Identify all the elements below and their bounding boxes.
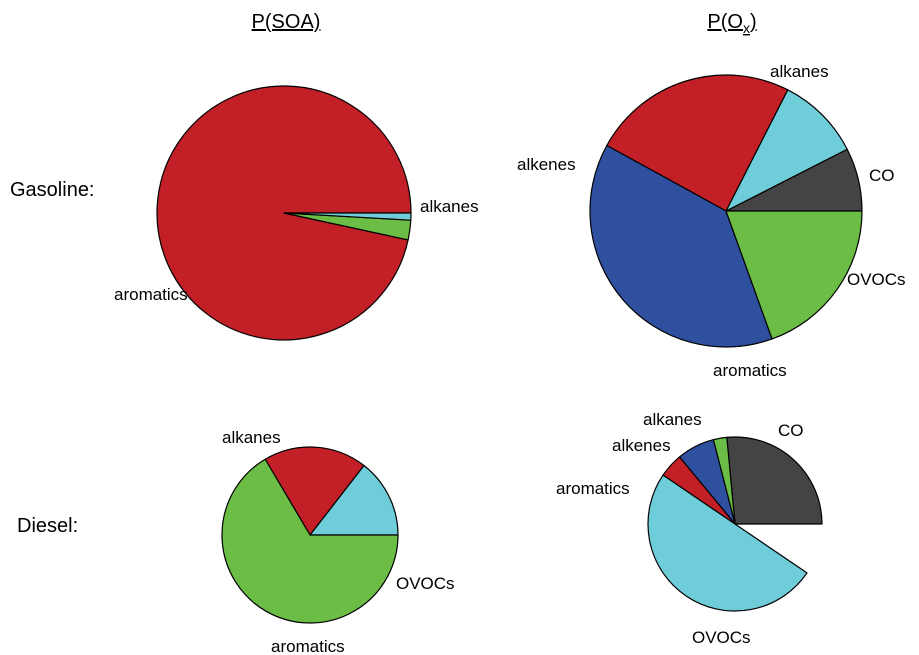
pie-gasoline-soa	[156, 85, 412, 341]
label-diesel-soa-aromatics: aromatics	[271, 637, 345, 655]
column-title-ox-main: P(O	[707, 11, 743, 33]
column-title-ox-close: )	[750, 11, 757, 33]
label-diesel-ox-alkenes: alkenes	[612, 436, 671, 455]
column-title-ox-subscript: x	[743, 20, 750, 36]
label-gasoline-ox-alkenes: alkenes	[517, 155, 576, 174]
pie-slice-diesel-ox-CO	[726, 436, 823, 525]
pie-gasoline-ox	[589, 74, 863, 348]
label-gasoline-soa-aromatics: aromatics	[114, 285, 188, 304]
label-gasoline-soa-alkanes: alkanes	[420, 197, 479, 216]
pie-slice-diesel-soa-alkanes	[221, 458, 399, 624]
label-diesel-soa-ovocs: OVOCs	[396, 574, 455, 593]
pie-slice-diesel-ox-OVOCs	[647, 474, 808, 612]
label-gasoline-ox-ovocs: OVOCs	[847, 270, 906, 289]
pie-slice-diesel-soa-aromatics	[264, 446, 365, 536]
pie-slice-gasoline-ox-alkanes	[725, 210, 863, 340]
pie-diesel-soa	[221, 446, 399, 624]
row-label-gasoline: Gasoline:	[10, 179, 95, 201]
pie-slice-gasoline-ox-OVOCs	[725, 89, 848, 212]
label-diesel-ox-aromatics: aromatics	[556, 479, 630, 498]
label-gasoline-ox-co: CO	[869, 166, 895, 185]
label-diesel-ox-co: CO	[778, 421, 804, 440]
label-diesel-ox-alkanes: alkanes	[643, 410, 702, 429]
column-title-ox: P(Ox)	[707, 11, 756, 36]
pie-slice-diesel-soa-OVOCs	[309, 464, 399, 536]
label-diesel-ox-ovocs: OVOCs	[692, 628, 751, 647]
row-label-diesel: Diesel:	[17, 515, 78, 537]
pie-slice-gasoline-ox-aromatics	[606, 74, 789, 212]
column-title-soa: P(SOA)	[252, 11, 321, 33]
pie-slice-gasoline-soa-OVOCs	[283, 212, 412, 221]
label-gasoline-ox-alkanes: alkanes	[770, 62, 829, 81]
pie-diesel-ox	[647, 436, 823, 612]
label-gasoline-ox-aromatics: aromatics	[713, 361, 787, 380]
pie-slice-gasoline-ox-alkenes	[589, 144, 773, 348]
label-diesel-soa-alkanes: alkanes	[222, 428, 281, 447]
